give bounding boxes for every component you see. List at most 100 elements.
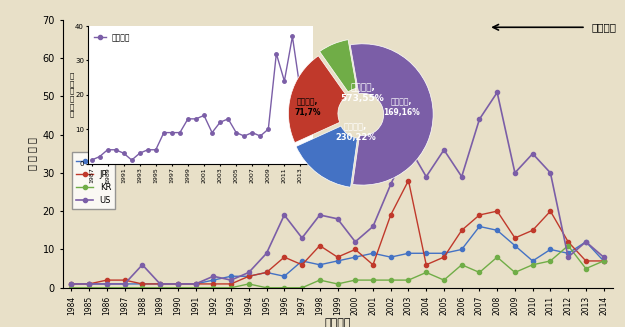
JP — [156, 282, 164, 286]
KR — [316, 278, 324, 282]
EP — [493, 228, 501, 232]
JP — [351, 248, 359, 251]
JP — [440, 255, 448, 259]
JP — [121, 278, 128, 282]
EP — [405, 251, 412, 255]
JP — [192, 282, 199, 286]
EP — [387, 255, 394, 259]
EP — [209, 278, 217, 282]
KR — [564, 244, 572, 248]
JP — [458, 228, 466, 232]
JP — [209, 282, 217, 286]
US — [547, 171, 554, 175]
X-axis label: 출원년도: 출원년도 — [324, 318, 351, 327]
Line: EP: EP — [69, 224, 606, 286]
Text: 유럽공개,
169,16%: 유럽공개, 169,16% — [383, 98, 420, 117]
KR — [422, 270, 430, 274]
EP — [564, 251, 572, 255]
KR — [405, 278, 412, 282]
KR — [209, 286, 217, 290]
US — [68, 282, 75, 286]
US — [458, 175, 466, 179]
US — [564, 255, 572, 259]
US — [582, 240, 589, 244]
US — [121, 282, 128, 286]
EP — [316, 263, 324, 267]
KR — [139, 286, 146, 290]
JP — [103, 278, 111, 282]
Legend: EP, JP, KR, US: EP, JP, KR, US — [72, 152, 115, 209]
EP — [458, 248, 466, 251]
KR — [245, 282, 252, 286]
US — [281, 213, 288, 217]
KR — [121, 286, 128, 290]
US — [405, 144, 412, 148]
US — [493, 91, 501, 95]
JP — [86, 282, 93, 286]
JP — [582, 259, 589, 263]
US — [511, 171, 519, 175]
US — [387, 182, 394, 186]
EP — [174, 282, 182, 286]
EP — [440, 251, 448, 255]
EP — [86, 282, 93, 286]
US — [245, 270, 252, 274]
KR — [281, 286, 288, 290]
Wedge shape — [296, 126, 358, 187]
Text: 유효구간: 유효구간 — [591, 22, 616, 32]
Legend: 미국등록: 미국등록 — [91, 30, 134, 45]
US — [334, 217, 341, 221]
JP — [262, 270, 270, 274]
JP — [316, 244, 324, 248]
JP — [174, 282, 182, 286]
EP — [529, 259, 536, 263]
KR — [369, 278, 377, 282]
JP — [281, 255, 288, 259]
JP — [369, 263, 377, 267]
KR — [582, 267, 589, 270]
JP — [422, 263, 430, 267]
KR — [192, 286, 199, 290]
JP — [564, 240, 572, 244]
EP — [582, 240, 589, 244]
JP — [245, 274, 252, 278]
EP — [511, 244, 519, 248]
EP — [334, 259, 341, 263]
US — [422, 175, 430, 179]
EP — [121, 282, 128, 286]
KR — [440, 278, 448, 282]
EP — [245, 274, 252, 278]
EP — [192, 282, 199, 286]
EP — [476, 225, 483, 229]
KR — [156, 286, 164, 290]
US — [262, 251, 270, 255]
JP — [405, 179, 412, 182]
EP — [369, 251, 377, 255]
KR — [298, 286, 306, 290]
US — [228, 278, 235, 282]
KR — [387, 278, 394, 282]
JP — [493, 209, 501, 213]
KR — [351, 278, 359, 282]
Wedge shape — [289, 56, 347, 143]
EP — [68, 282, 75, 286]
Wedge shape — [319, 40, 357, 92]
KR — [600, 259, 608, 263]
US — [476, 117, 483, 121]
Text: 일본공개,
230,22%: 일본공개, 230,22% — [335, 122, 376, 142]
Y-axis label: 수 원 건 수: 수 원 건 수 — [27, 137, 37, 170]
EP — [156, 282, 164, 286]
US — [103, 282, 111, 286]
Y-axis label: 미
국
등
록
건
수: 미 국 등 록 건 수 — [70, 73, 74, 117]
KR — [262, 286, 270, 290]
KR — [334, 282, 341, 286]
KR — [228, 286, 235, 290]
EP — [600, 259, 608, 263]
EP — [262, 270, 270, 274]
KR — [103, 286, 111, 290]
JP — [387, 213, 394, 217]
JP — [529, 228, 536, 232]
EP — [103, 282, 111, 286]
KR — [547, 259, 554, 263]
US — [316, 213, 324, 217]
